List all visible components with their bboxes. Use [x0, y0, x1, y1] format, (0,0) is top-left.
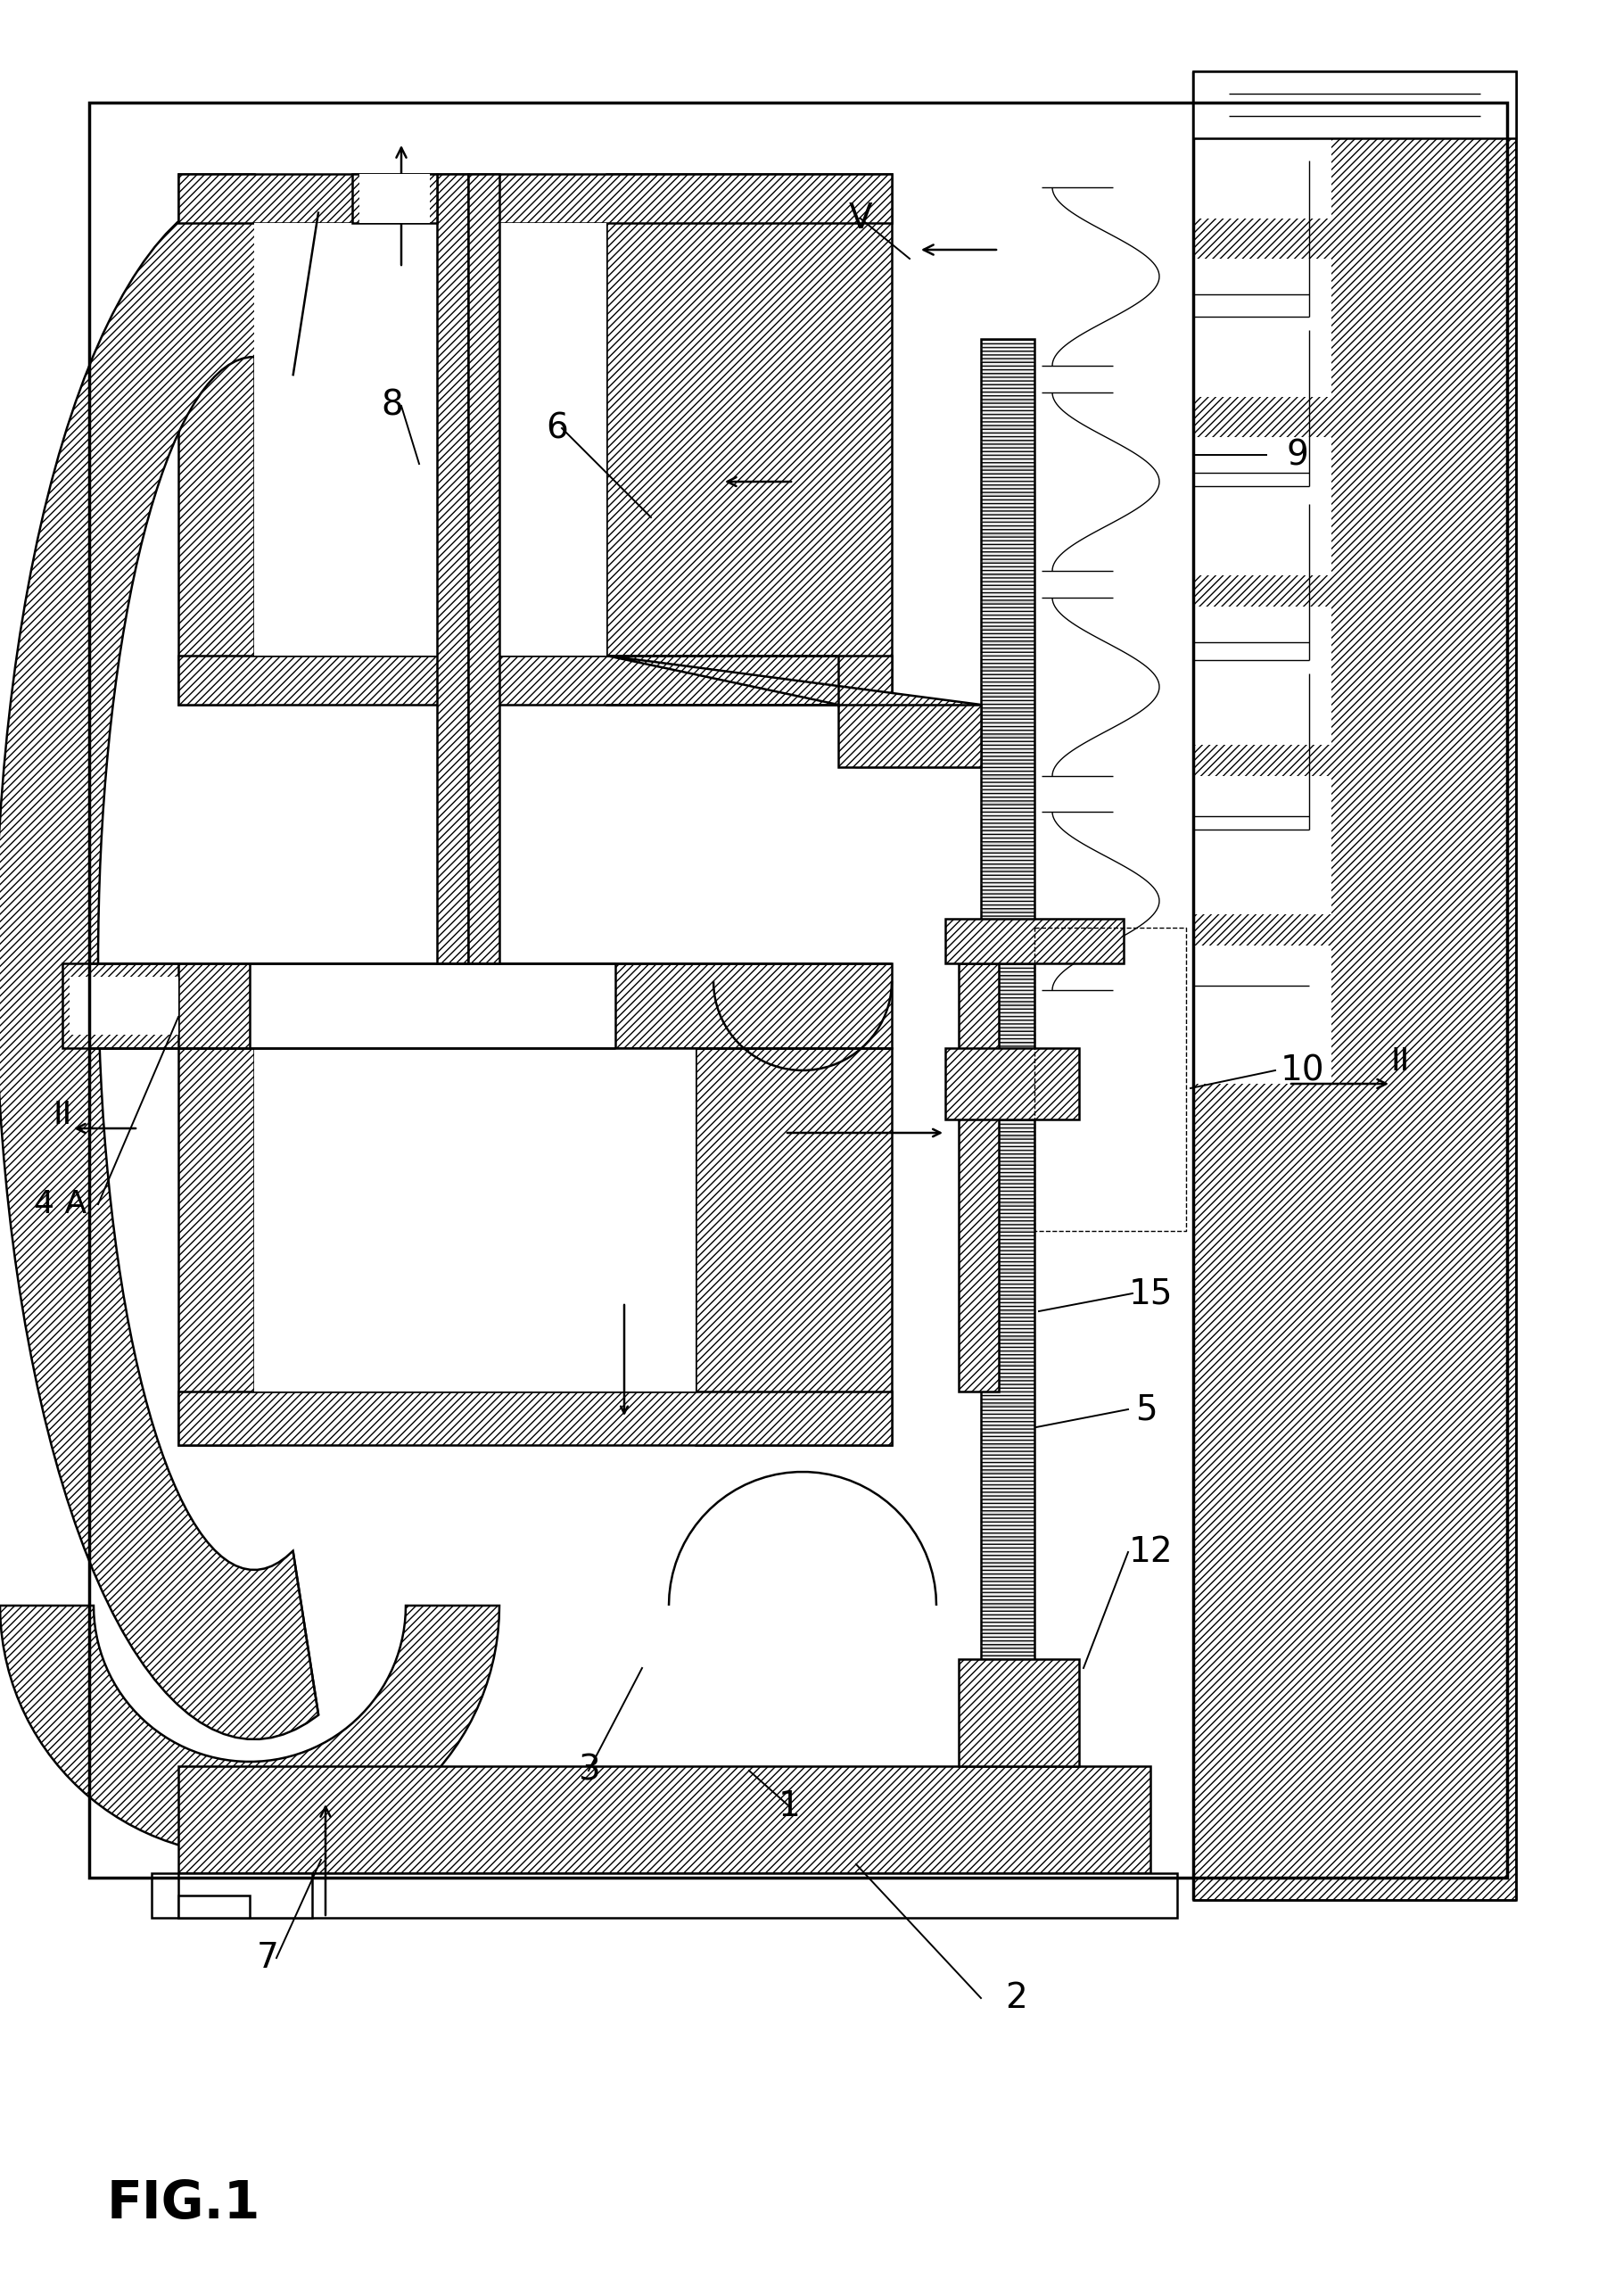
Text: 2: 2 — [1006, 1981, 1027, 2016]
Text: 9: 9 — [1287, 439, 1308, 473]
Polygon shape — [250, 964, 615, 1047]
Bar — [1193, 946, 1331, 1084]
Bar — [360, 174, 430, 223]
Bar — [1193, 776, 1331, 914]
Bar — [959, 964, 998, 1391]
Polygon shape — [89, 964, 891, 1047]
Bar — [89, 103, 1507, 1878]
Text: II: II — [53, 1100, 73, 1130]
Bar — [63, 964, 178, 1047]
Polygon shape — [0, 1605, 499, 1855]
Polygon shape — [254, 223, 606, 657]
Bar — [1193, 606, 1331, 744]
Bar — [152, 1874, 1177, 1917]
Bar — [178, 1874, 312, 1917]
Polygon shape — [438, 174, 468, 964]
Bar — [1193, 259, 1331, 397]
Polygon shape — [0, 188, 318, 1740]
Polygon shape — [178, 174, 254, 705]
Polygon shape — [178, 1047, 254, 1444]
Text: 15: 15 — [1129, 1277, 1172, 1311]
Bar — [1193, 436, 1331, 576]
Text: 4 A: 4 A — [34, 1189, 87, 1219]
Text: V: V — [849, 202, 872, 236]
Polygon shape — [606, 174, 891, 705]
Text: 6: 6 — [546, 411, 568, 445]
Bar — [69, 976, 178, 1035]
Text: 8: 8 — [381, 388, 404, 422]
Bar — [838, 705, 980, 767]
Text: 3: 3 — [578, 1754, 599, 1789]
Polygon shape — [606, 657, 980, 767]
Bar — [945, 918, 1124, 964]
Polygon shape — [178, 174, 891, 223]
Text: 12: 12 — [1129, 1536, 1172, 1568]
Bar — [959, 1660, 1079, 1766]
Text: 1: 1 — [778, 1789, 801, 1823]
Text: FIG.1: FIG.1 — [107, 2179, 260, 2229]
Bar — [1193, 71, 1516, 138]
Bar — [1193, 80, 1331, 218]
Polygon shape — [468, 174, 499, 964]
Polygon shape — [178, 657, 891, 705]
Text: 5: 5 — [1135, 1391, 1156, 1426]
Bar — [980, 340, 1035, 1667]
Polygon shape — [254, 1047, 696, 1391]
Text: 7: 7 — [257, 1940, 279, 1975]
Polygon shape — [178, 1391, 891, 1444]
Bar — [178, 1766, 1150, 1874]
Bar — [1193, 71, 1516, 1901]
Bar — [352, 174, 438, 223]
Bar — [178, 1896, 250, 1917]
Polygon shape — [696, 1047, 891, 1444]
Bar — [945, 1047, 1079, 1120]
Text: 10: 10 — [1279, 1054, 1324, 1088]
Text: II: II — [1391, 1047, 1410, 1077]
